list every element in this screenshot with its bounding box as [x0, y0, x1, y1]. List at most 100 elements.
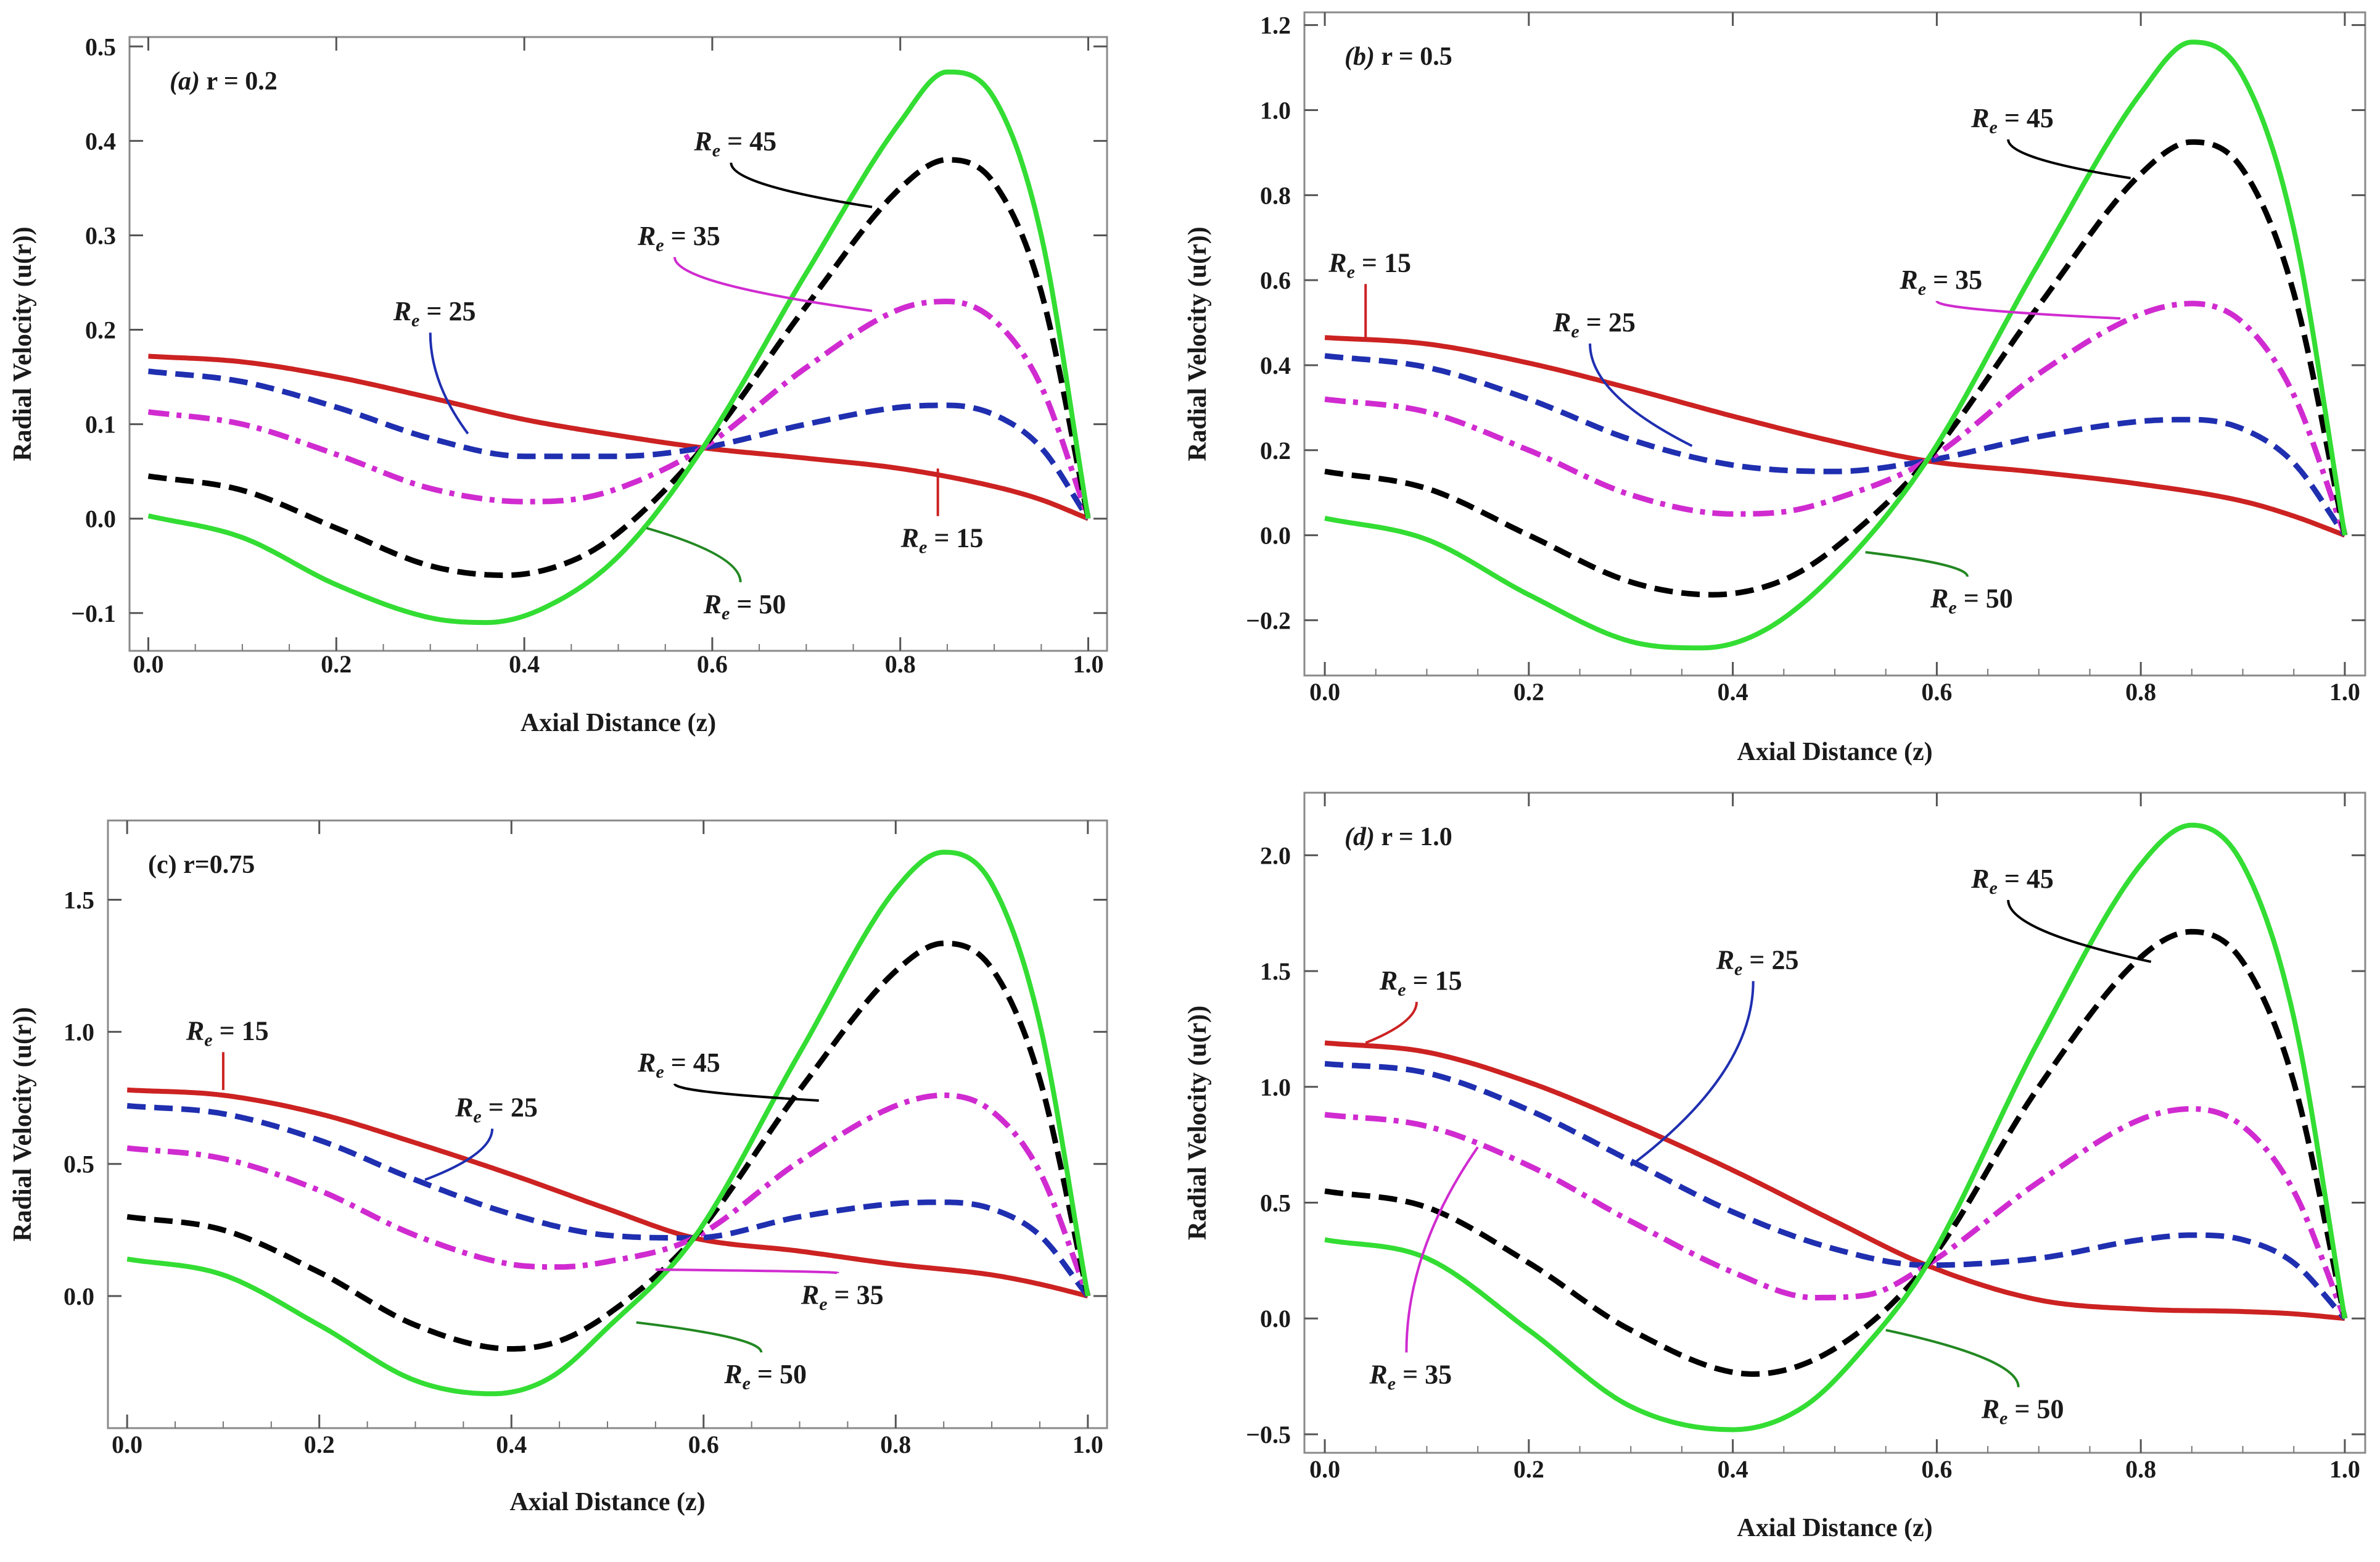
- annotation-label: Re = 25: [1716, 944, 1799, 979]
- series-line-re-45: [126, 940, 1091, 1352]
- y-axis-label: Radial Velocity (u(r)): [9, 1007, 37, 1241]
- x-tick-label: 0.8: [2125, 678, 2156, 706]
- annotation-leader-line: [1865, 551, 1969, 577]
- annotation-label: Re = 15: [1328, 247, 1411, 282]
- annotation-label: Re = 50: [703, 589, 786, 624]
- x-tick-label: 0.4: [1718, 678, 1748, 706]
- annotation-label: Re = 45: [637, 1048, 720, 1082]
- y-tick-label: −0.1: [71, 600, 116, 627]
- x-tick-label: 0.2: [321, 650, 352, 678]
- chart-panel-1: 0.0 0.2 0.4 0.6 0.8 1.0 −0.1 0.0 0.1 0.2 0.3 0.4 0.5…: [9, 33, 1108, 737]
- y-tick-label: 0.6: [1260, 267, 1291, 294]
- x-tick-label: 0.6: [1921, 678, 1952, 706]
- y-axis-label: Radial Velocity (u(r)): [1184, 1006, 1212, 1240]
- x-tick-label: 0.0: [1309, 678, 1340, 706]
- x-tick-label: 0.0: [133, 650, 163, 678]
- x-axis-label: Axial Distance (z): [1737, 1514, 1932, 1542]
- annotation-label: Re = 15: [900, 523, 984, 558]
- chart-panel-3: 0.0 0.2 0.4 0.6 0.8 1.0 0.0 0.5 1.0 1.5 Axial Dist…: [9, 819, 1108, 1516]
- x-tick-label: 0.2: [1513, 1455, 1544, 1483]
- y-tick-label: 0.0: [1260, 522, 1291, 550]
- x-tick-label: 0.8: [2125, 1455, 2156, 1483]
- x-tick-label: 0.4: [1718, 1455, 1748, 1483]
- annotation-leader-line: [1885, 1329, 2020, 1387]
- annotation-label: Re = 50: [1930, 584, 2013, 618]
- annotation-leader-line: [730, 162, 873, 209]
- annotation-label: Re = 35: [637, 221, 720, 255]
- annotation-leader-line: [1405, 1146, 1479, 1353]
- series-line-re-50: [147, 69, 1091, 626]
- series-line-re-35: [1324, 1106, 2348, 1320]
- annotation-label: Re = 35: [801, 1280, 884, 1315]
- x-tick-label: 0.4: [509, 650, 540, 678]
- series-line-re-50: [1324, 822, 2347, 1432]
- annotation-label: Re = 35: [1899, 265, 1982, 299]
- panel-title: (b) r = 0.5: [1344, 43, 1452, 71]
- y-tick-label: 1.0: [1260, 1073, 1291, 1101]
- annotation-label: Re = 25: [455, 1093, 538, 1127]
- series-line-re-15: [148, 353, 1090, 521]
- y-tick-label: 0.5: [64, 1151, 94, 1178]
- panel-title: (d) r = 1.0: [1344, 823, 1452, 851]
- x-tick-label: 0.6: [688, 1431, 719, 1458]
- plot-frame: [107, 819, 1108, 1429]
- series-line-re-25: [1324, 353, 2347, 537]
- series-line-re-25: [126, 1103, 1090, 1298]
- annotation-leader-line: [673, 257, 873, 312]
- series-line-re-45: [1324, 928, 2348, 1377]
- chart-panel-4: 0.0 0.2 0.4 0.6 0.8 1.0 −0.5 0.0 0.5 1.0 1.5 2.0 Axi…: [1184, 791, 2366, 1542]
- annotation-leader-line: [636, 1321, 763, 1353]
- x-tick-label: 0.2: [1513, 678, 1544, 706]
- annotation-leader-line: [1630, 981, 1755, 1167]
- x-tick-label: 0.8: [885, 650, 916, 678]
- annotation-leader-line: [646, 527, 742, 582]
- annotation-leader-line: [1589, 343, 1693, 447]
- chart-panel-2: 0.0 0.2 0.4 0.6 0.8 1.0 −0.2 0.0 0.2 0.4 0.6 0.8 1.0…: [1184, 11, 2366, 766]
- y-tick-label: 2.0: [1260, 841, 1291, 869]
- annotation-leader-line: [1935, 300, 2121, 320]
- series-line-re-25: [148, 368, 1091, 521]
- x-tick-label: 0.6: [697, 650, 728, 678]
- y-tick-label: 0.5: [85, 33, 116, 60]
- series-line-re-50: [1324, 39, 2347, 651]
- panel-title: (c) r=0.75: [148, 851, 255, 879]
- annotation-label: Re = 25: [1552, 307, 1636, 342]
- x-axis-label: Axial Distance (z): [509, 1488, 705, 1516]
- annotation-label: Re = 50: [723, 1359, 807, 1394]
- y-tick-label: 0.8: [1260, 181, 1291, 209]
- y-tick-label: 1.0: [1260, 96, 1291, 124]
- annotation-label: Re = 25: [393, 296, 476, 331]
- y-tick-label: 1.5: [64, 886, 94, 914]
- x-tick-label: 0.4: [496, 1431, 527, 1458]
- series-line-re-50: [126, 849, 1090, 1397]
- y-axis-label: Radial Velocity (u(r)): [1184, 226, 1212, 461]
- annotation-leader-line: [2007, 899, 2152, 964]
- series-line-re-45: [1324, 139, 2348, 598]
- annotation-leader-line: [429, 333, 469, 435]
- x-tick-label: 1.0: [2329, 1455, 2360, 1483]
- x-tick-label: 1.0: [1073, 1431, 1103, 1458]
- annotation-label: Re = 35: [1369, 1359, 1452, 1394]
- y-tick-label: −0.5: [1246, 1421, 1291, 1448]
- annotation-label: Re = 45: [1970, 103, 2054, 138]
- annotation-label: Re = 45: [693, 126, 776, 161]
- y-tick-label: 0.5: [1260, 1189, 1291, 1217]
- annotation-leader-line: [2007, 139, 2131, 180]
- panel-title: (a) r = 0.2: [170, 67, 278, 96]
- y-tick-label: 1.0: [64, 1019, 94, 1046]
- y-tick-label: 0.4: [85, 127, 116, 155]
- annotation-leader-line: [424, 1128, 494, 1181]
- x-axis-label: Axial Distance (z): [521, 709, 716, 737]
- x-tick-label: 0.0: [1309, 1455, 1340, 1483]
- y-tick-label: 0.0: [1260, 1305, 1291, 1333]
- x-tick-label: 0.0: [112, 1431, 142, 1458]
- y-axis-label: Radial Velocity (u(r)): [9, 226, 37, 461]
- y-tick-label: 0.1: [85, 411, 116, 439]
- annotation-leader-line: [655, 1268, 839, 1275]
- y-tick-label: 0.2: [1260, 437, 1291, 465]
- plot-frame: [1303, 791, 2366, 1454]
- annotation-label: Re = 45: [1970, 864, 2054, 898]
- series-line-re-45: [147, 157, 1091, 578]
